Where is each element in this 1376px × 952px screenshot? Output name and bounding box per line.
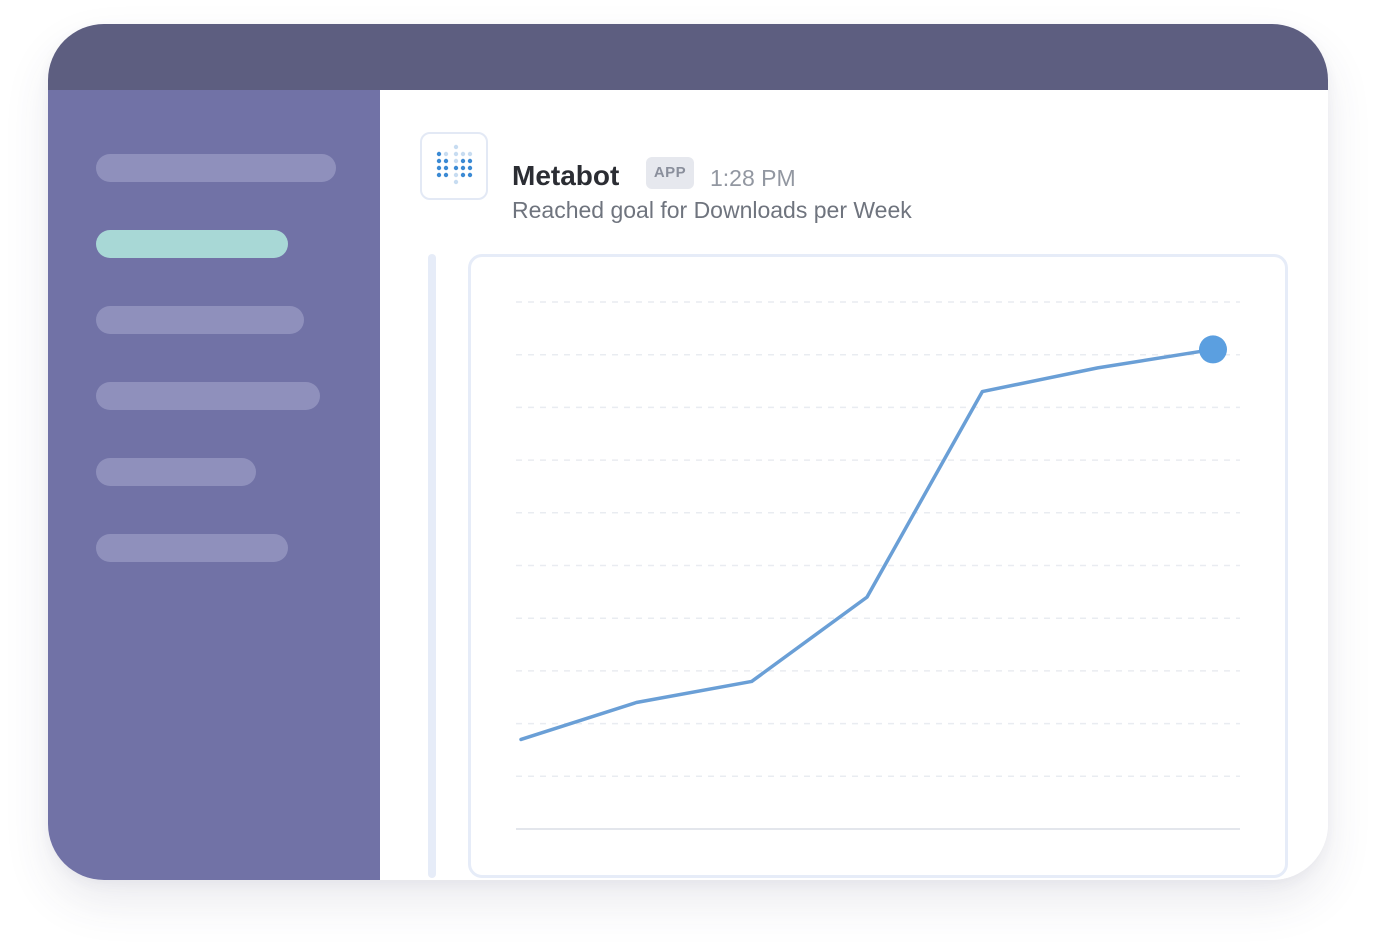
sidebar-item-3[interactable] bbox=[96, 306, 304, 334]
sidebar-item-6[interactable] bbox=[96, 534, 288, 562]
chart-card[interactable] bbox=[468, 254, 1288, 878]
app-window: Metabot APP 1:28 PM Reached goal for Dow… bbox=[48, 24, 1328, 880]
sender-name[interactable]: Metabot bbox=[512, 160, 620, 191]
goal-point[interactable] bbox=[1199, 335, 1227, 364]
attachment-bar bbox=[428, 254, 436, 878]
metabot-avatar[interactable] bbox=[420, 132, 488, 200]
message-text: Reached goal for Downloads per Week bbox=[512, 197, 912, 223]
sidebar bbox=[48, 90, 380, 880]
sidebar-item-5[interactable] bbox=[96, 458, 256, 486]
sidebar-item-1[interactable] bbox=[96, 154, 336, 182]
message-pane: Metabot APP 1:28 PM Reached goal for Dow… bbox=[380, 90, 1328, 880]
chart-points bbox=[1199, 335, 1227, 364]
message-timestamp[interactable]: 1:28 PM bbox=[710, 165, 796, 191]
sidebar-item-4[interactable] bbox=[96, 382, 320, 410]
title-bar bbox=[48, 24, 1328, 90]
metabase-logo-icon bbox=[436, 144, 473, 185]
series-line bbox=[519, 347, 1215, 742]
sidebar-item-2[interactable] bbox=[96, 230, 288, 258]
chart-grid bbox=[516, 301, 1240, 778]
app-badge: APP bbox=[646, 157, 694, 189]
line-chart bbox=[516, 301, 1240, 830]
